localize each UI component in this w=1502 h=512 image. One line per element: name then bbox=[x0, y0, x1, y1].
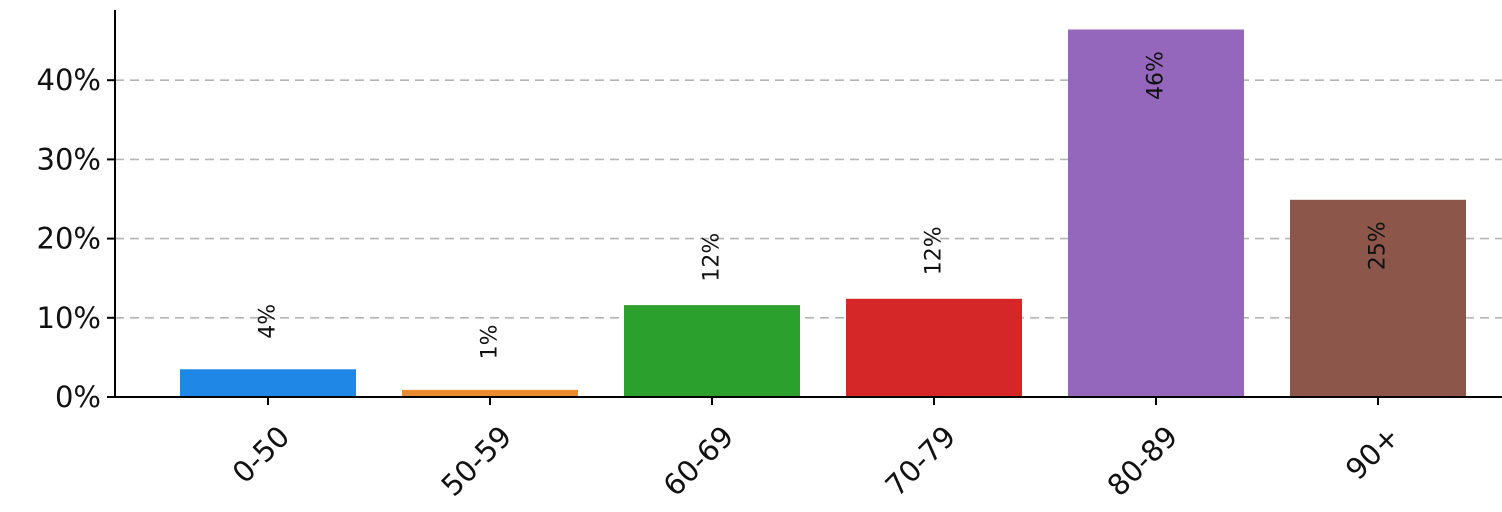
y-tick-label: 30% bbox=[37, 142, 101, 176]
x-tick-label: 80-89 bbox=[1101, 419, 1185, 503]
data-label: 46% bbox=[1144, 51, 1169, 100]
data-label: 12% bbox=[700, 233, 725, 282]
x-tick-label: 0-50 bbox=[226, 419, 297, 490]
y-tick-label: 10% bbox=[37, 301, 101, 335]
data-label: 1% bbox=[478, 324, 503, 359]
y-tick-label: 40% bbox=[37, 63, 101, 97]
bar bbox=[624, 305, 800, 397]
data-label: 12% bbox=[922, 226, 947, 275]
x-tick-label: 60-69 bbox=[657, 419, 741, 503]
bar bbox=[1290, 199, 1466, 397]
y-tick-label: 0% bbox=[55, 380, 101, 414]
data-label: 4% bbox=[256, 304, 281, 339]
bars bbox=[180, 29, 1466, 398]
bar bbox=[402, 389, 578, 397]
bar bbox=[180, 369, 356, 397]
bar bbox=[846, 298, 1022, 397]
axes bbox=[114, 10, 1502, 398]
data-labels: 4% 1% 12% 12% 46% 25% bbox=[256, 51, 1391, 359]
x-tick-label: 70-79 bbox=[879, 419, 963, 503]
y-tick-label: 20% bbox=[37, 222, 101, 256]
y-axis-ticks: 0% 10% 20% 30% 40% bbox=[37, 63, 115, 414]
x-tick-label: 90+ bbox=[1339, 419, 1406, 486]
x-axis-ticks: 0-50 50-59 60-69 70-79 80-89 90+ bbox=[226, 397, 1406, 503]
data-label: 25% bbox=[1366, 221, 1391, 270]
bar bbox=[1068, 29, 1244, 398]
x-tick-label: 50-59 bbox=[435, 419, 519, 503]
gridlines bbox=[115, 79, 1502, 319]
